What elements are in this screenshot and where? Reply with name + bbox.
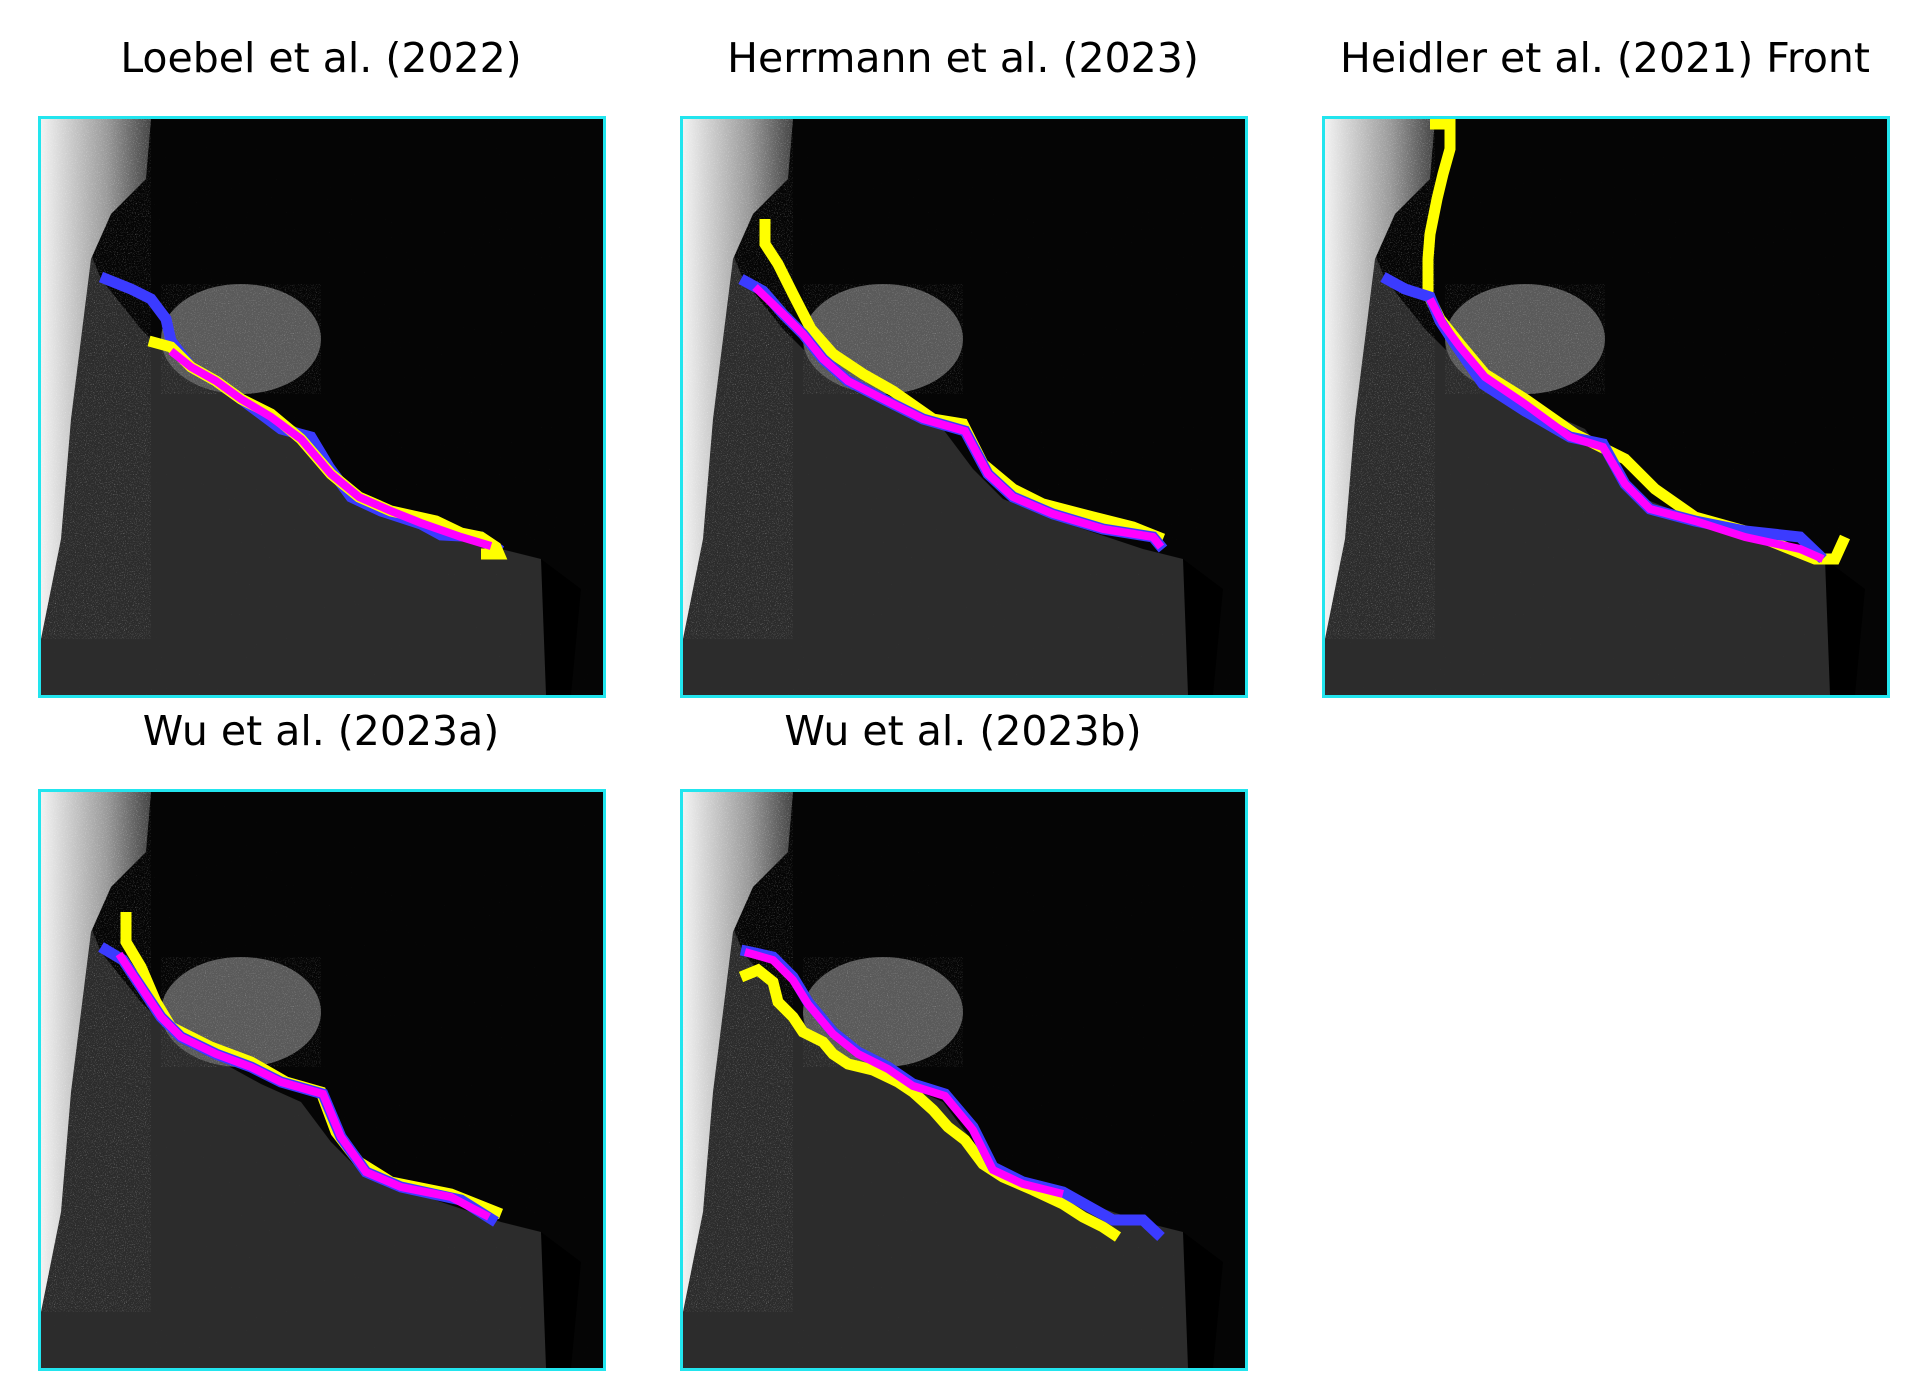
sar-image bbox=[683, 119, 1245, 695]
overlap-front bbox=[1426, 297, 1825, 563]
panel-title: Heidler et al. (2021) Front bbox=[1340, 34, 1870, 82]
panel-title: Wu et al. (2023a) bbox=[142, 707, 500, 755]
sar-image bbox=[41, 792, 603, 1368]
overlap-front bbox=[115, 951, 491, 1221]
prediction-front bbox=[759, 219, 1166, 545]
sar-image bbox=[1325, 119, 1887, 695]
sar-image-frame bbox=[680, 789, 1248, 1371]
sar-image-frame bbox=[38, 116, 606, 698]
sar-image-frame bbox=[1322, 116, 1890, 698]
sar-image-frame bbox=[680, 116, 1248, 698]
overlap-front bbox=[743, 948, 1064, 1198]
sar-image bbox=[41, 119, 603, 695]
overlap-front bbox=[168, 347, 493, 550]
overlap-front bbox=[752, 284, 1165, 550]
sar-image bbox=[683, 792, 1245, 1368]
sar-image-frame bbox=[38, 789, 606, 1371]
panel-title: Wu et al. (2023b) bbox=[784, 707, 1142, 755]
panel-title: Loebel et al. (2022) bbox=[120, 34, 522, 82]
panel-title: Herrmann et al. (2023) bbox=[727, 34, 1199, 82]
prediction-front bbox=[738, 963, 1122, 1242]
